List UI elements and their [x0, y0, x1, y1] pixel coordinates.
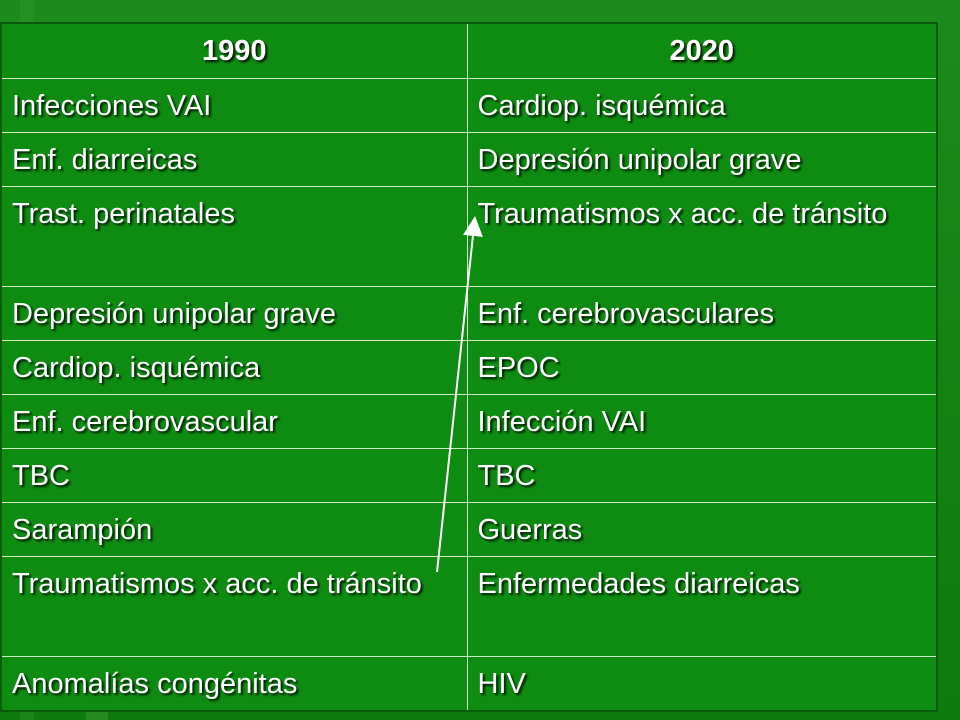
table-row: Enf. cerebrovascular Infección VAI — [0, 394, 938, 449]
header-row: 1990 2020 — [0, 22, 938, 79]
cell-1990: Cardiop. isquémica — [0, 340, 468, 395]
cell-2020: Enfermedades diarreicas — [466, 556, 938, 657]
table-row: Traumatismos x acc. de tránsito Enfermed… — [0, 556, 938, 657]
cell-1990: TBC — [0, 448, 468, 503]
cell-2020: Infección VAI — [466, 394, 938, 449]
table-row: Enf. diarreicas Depresión unipolar grave — [0, 132, 938, 187]
cell-2020: Guerras — [466, 502, 938, 557]
table-row: Anomalías congénitas HIV — [0, 656, 938, 712]
cell-1990: Infecciones VAI — [0, 78, 468, 133]
header-2020: 2020 — [466, 22, 938, 79]
cell-2020: Depresión unipolar grave — [466, 132, 938, 187]
cell-2020: Traumatismos x acc. de tránsito — [466, 186, 938, 287]
cell-1990: Enf. cerebrovascular — [0, 394, 468, 449]
ranking-table: 1990 2020 Infecciones VAI Cardiop. isqué… — [0, 22, 938, 712]
cell-1990: Sarampión — [0, 502, 468, 557]
cell-1990: Enf. diarreicas — [0, 132, 468, 187]
table-row: Cardiop. isquémica EPOC — [0, 340, 938, 395]
table-row: Infecciones VAI Cardiop. isquémica — [0, 78, 938, 133]
table-row: Trast. perinatales Traumatismos x acc. d… — [0, 186, 938, 287]
cell-2020: TBC — [466, 448, 938, 503]
table-row: Sarampión Guerras — [0, 502, 938, 557]
cell-2020: Cardiop. isquémica — [466, 78, 938, 133]
table-row: TBC TBC — [0, 448, 938, 503]
cell-1990: Anomalías congénitas — [0, 656, 468, 712]
cell-2020: HIV — [466, 656, 938, 712]
cell-1990: Traumatismos x acc. de tránsito — [0, 556, 468, 657]
cell-2020: EPOC — [466, 340, 938, 395]
table-row: Depresión unipolar grave Enf. cerebrovas… — [0, 286, 938, 341]
cell-2020: Enf. cerebrovasculares — [466, 286, 938, 341]
header-1990: 1990 — [0, 22, 468, 79]
cell-1990: Depresión unipolar grave — [0, 286, 468, 341]
cell-1990: Trast. perinatales — [0, 186, 468, 287]
